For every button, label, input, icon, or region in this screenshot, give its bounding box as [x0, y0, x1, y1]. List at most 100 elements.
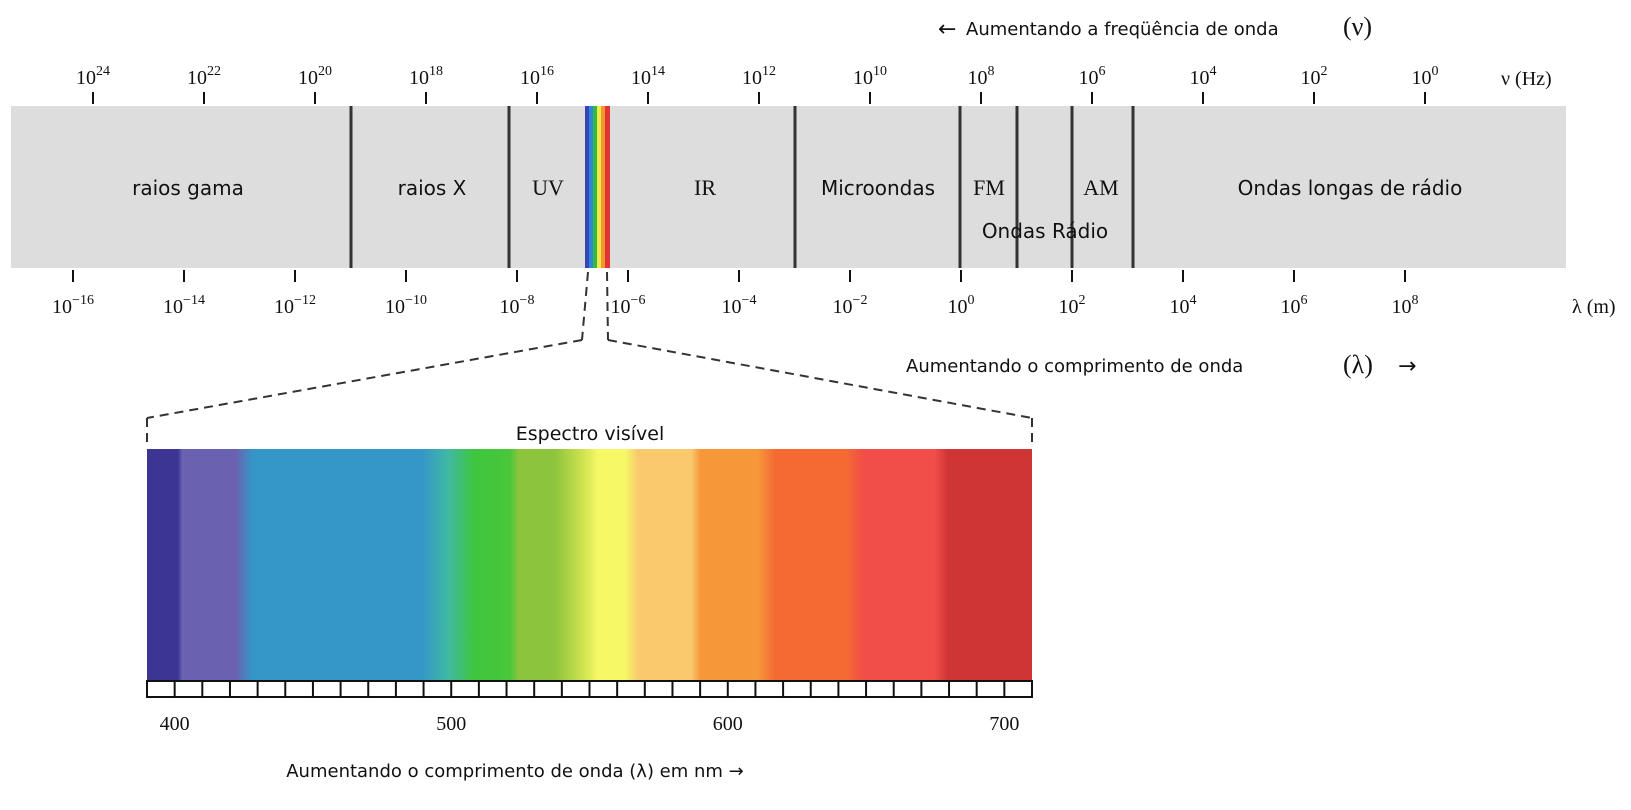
freq-tick-label-7: 1010: [853, 64, 887, 89]
freq-tick-exp-3: 18: [429, 64, 443, 79]
wave-tick-label-11: 106: [1281, 293, 1308, 318]
wave-tick-label-10: 104: [1170, 293, 1197, 318]
freq-tick-exp-9: 6: [1099, 64, 1106, 79]
frequency-unit-label: ν (Hz): [1501, 68, 1552, 90]
visible-strip: [585, 106, 610, 268]
wave-tick-label-1: 10−14: [163, 293, 205, 318]
band-labels: raios gama raios X UV IR Microondas FM A…: [132, 175, 1462, 243]
wavelength-direction-text: Aumentando o comprimento de onda: [906, 356, 1243, 377]
freq-tick-label-6: 1012: [742, 64, 776, 89]
band-label-microwave: Microondas: [821, 176, 935, 200]
left-arrow-icon: ←: [938, 17, 956, 42]
zoom-line-left-drop: [581, 271, 589, 341]
nm-tick-label-2: 600: [713, 713, 743, 735]
wave-tick-exp-5: −6: [631, 293, 646, 308]
wave-tick-exp-1: −14: [183, 293, 205, 308]
wave-tick-label-0: 10−16: [52, 293, 94, 318]
freq-tick-label-3: 1018: [409, 64, 443, 89]
wave-tick-label-6: 10−4: [722, 293, 757, 318]
nm-ruler-ticks: [173, 681, 1006, 697]
zoom-line-left: [146, 339, 583, 419]
band-label-uv: UV: [532, 175, 564, 200]
wave-tick-base-6: 10: [722, 296, 742, 318]
freq-tick-exp-6: 12: [762, 64, 776, 79]
freq-tick-exp-10: 4: [1210, 64, 1217, 79]
nm-tick-label-1: 500: [436, 713, 466, 735]
wavelength-axis: 10−16 10−14 10−12 10−10 10−8 10−6 10−4 10−2 100 1…: [52, 270, 1419, 318]
wavelength-direction-label: Aumentando o comprimento de onda (λ) →: [906, 350, 1416, 379]
wave-tick-exp-6: −4: [742, 293, 757, 308]
freq-tick-base-7: 10: [853, 67, 873, 89]
freq-tick-exp-5: 14: [651, 64, 665, 79]
nm-tick-labels: 400 500 600 700: [160, 713, 1020, 735]
freq-tick-exp-2: 20: [318, 64, 332, 79]
wave-tick-base-2: 10: [274, 296, 294, 318]
wave-tick-base-4: 10: [500, 296, 520, 318]
strip-violet: [585, 106, 589, 268]
wavelength-symbol: (λ): [1343, 350, 1373, 379]
band-label-ir: IR: [694, 175, 716, 200]
freq-tick-base-1: 10: [187, 67, 207, 89]
wave-tick-exp-10: 4: [1190, 293, 1197, 308]
freq-tick-exp-11: 2: [1321, 64, 1328, 79]
strip-red: [605, 106, 610, 268]
freq-tick-base-6: 10: [742, 67, 762, 89]
band-label-gamma: raios gama: [132, 176, 244, 200]
wave-tick-exp-0: −16: [72, 293, 94, 308]
wave-tick-base-7: 10: [833, 296, 853, 318]
band-label-am: AM: [1083, 175, 1118, 200]
freq-tick-base-4: 10: [520, 67, 540, 89]
frequency-axis: 1024 1022 1020 1018 1016 1014 1012 1010 108 106 10…: [76, 64, 1439, 104]
band-label-fm: FM: [973, 175, 1005, 200]
freq-tick-label-5: 1014: [631, 64, 665, 89]
wave-tick-exp-7: −2: [853, 293, 868, 308]
nm-axis-caption: Aumentando o comprimento de onda (λ) em …: [286, 761, 744, 782]
band-label-longwave: Ondas longas de rádio: [1238, 176, 1463, 200]
right-arrow-icon: →: [1398, 354, 1416, 379]
freq-tick-base-2: 10: [298, 67, 318, 89]
nm-tick-label-0: 400: [160, 713, 190, 735]
freq-tick-label-11: 102: [1301, 64, 1328, 89]
freq-tick-base-0: 10: [76, 67, 96, 89]
wave-tick-exp-12: 8: [1412, 293, 1419, 308]
wave-tick-base-1: 10: [163, 296, 183, 318]
freq-tick-label-12: 100: [1412, 64, 1439, 89]
band-label-radio: Ondas Rádio: [982, 219, 1108, 243]
wave-tick-base-5: 10: [611, 296, 631, 318]
freq-tick-base-11: 10: [1301, 67, 1321, 89]
freq-tick-label-1: 1022: [187, 64, 221, 89]
wave-tick-base-9: 10: [1059, 296, 1079, 318]
freq-tick-exp-12: 0: [1432, 64, 1439, 79]
wave-tick-label-5: 10−6: [611, 293, 646, 318]
zoom-line-right: [607, 339, 1033, 419]
wave-tick-label-12: 108: [1392, 293, 1419, 318]
freq-tick-base-10: 10: [1190, 67, 1210, 89]
zoom-line-right-drop: [606, 271, 609, 341]
wave-tick-exp-11: 6: [1301, 293, 1308, 308]
wavelength-unit-label: λ (m): [1572, 296, 1616, 318]
nm-tick-label-3: 700: [989, 713, 1019, 735]
freq-tick-label-10: 104: [1190, 64, 1217, 89]
band-label-xray: raios X: [398, 176, 467, 200]
visible-spectrum-title: Espectro visível: [516, 423, 665, 445]
wave-tick-base-3: 10: [385, 296, 405, 318]
freq-tick-base-5: 10: [631, 67, 651, 89]
wave-tick-label-7: 10−2: [833, 293, 868, 318]
spectrum-band: [11, 106, 1566, 268]
wave-tick-exp-3: −10: [405, 293, 427, 308]
freq-tick-exp-8: 8: [988, 64, 995, 79]
freq-tick-exp-1: 22: [207, 64, 221, 79]
frequency-direction-label: ← Aumentando a freqüência de onda (ν): [938, 12, 1372, 42]
wave-tick-base-8: 10: [948, 296, 968, 318]
freq-tick-label-9: 106: [1079, 64, 1106, 89]
wave-tick-base-0: 10: [52, 296, 72, 318]
freq-tick-exp-0: 24: [96, 64, 110, 79]
band-dividers: [349, 106, 1135, 268]
strip-green: [593, 106, 597, 268]
strip-yellow: [597, 106, 601, 268]
wave-tick-label-3: 10−10: [385, 293, 427, 318]
frequency-direction-text: Aumentando a freqüência de onda: [966, 19, 1279, 40]
zoom-lines: [146, 271, 1033, 446]
freq-tick-label-0: 1024: [76, 64, 110, 89]
